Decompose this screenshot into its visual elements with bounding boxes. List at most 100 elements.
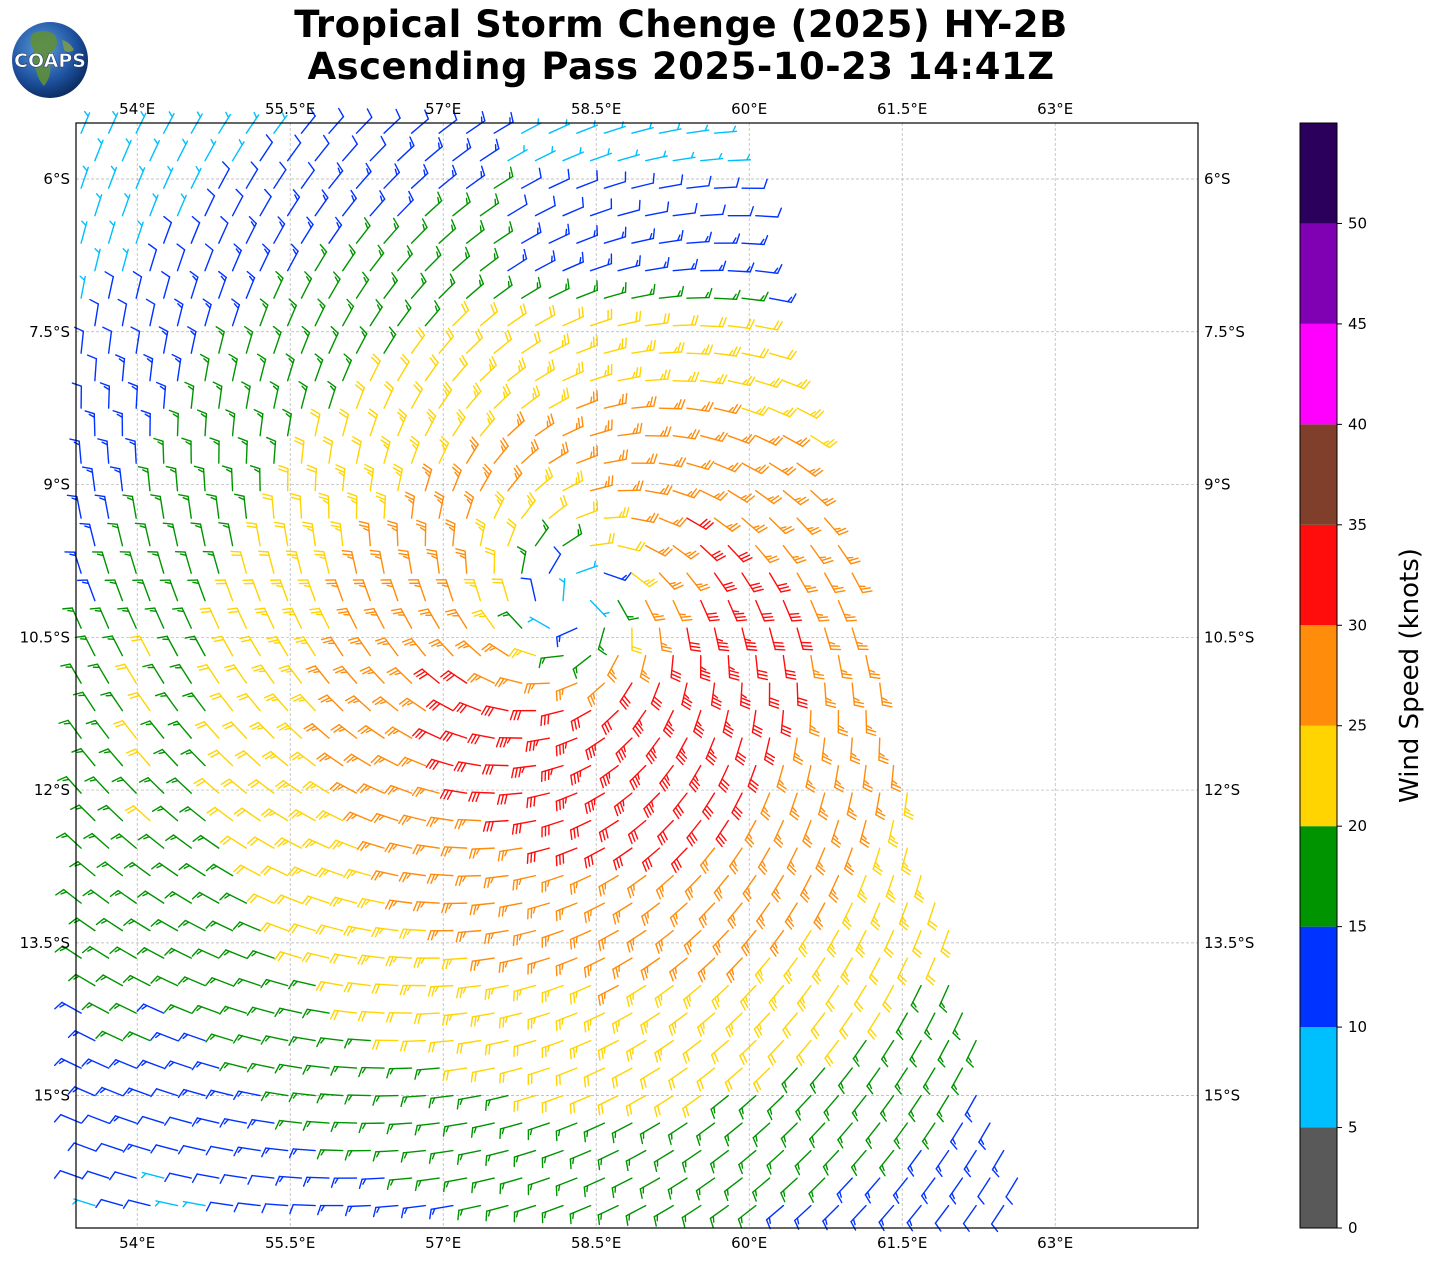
wind-barb (456, 1149, 482, 1166)
wind-barb (95, 917, 124, 932)
wind-barb (497, 847, 523, 862)
wind-barb (286, 189, 301, 217)
wind-barb (841, 902, 853, 931)
wind-barb (780, 1122, 798, 1148)
wind-barb (83, 832, 110, 849)
wind-barb (150, 1031, 179, 1042)
wind-barb (921, 1177, 936, 1205)
wind-barb (260, 978, 289, 989)
wind-barb (121, 193, 131, 217)
wind-barb (548, 387, 570, 409)
wind-barb (315, 924, 344, 935)
wind-barb (119, 551, 137, 574)
wind-barb (782, 599, 803, 622)
wind-barb (541, 819, 564, 838)
wind-barb (484, 1039, 509, 1056)
wind-barb (713, 572, 737, 592)
wind-barb (454, 818, 482, 830)
wind-barb (215, 326, 225, 354)
wind-barb (710, 1094, 729, 1119)
wind-barb (639, 654, 651, 683)
wind-barb (776, 764, 787, 793)
wind-barb (838, 1067, 853, 1095)
wind-barb (241, 381, 251, 409)
wind-barb (570, 709, 592, 732)
wind-barb (569, 1204, 592, 1225)
wind-barb (408, 579, 427, 602)
wind-barb (784, 902, 798, 930)
wind-barb (199, 607, 220, 629)
wind-barb (113, 720, 137, 739)
wind-barb (261, 750, 289, 767)
wind-barb (798, 929, 812, 958)
wind-barb (548, 441, 569, 464)
wind-barb (67, 1086, 96, 1097)
wind-barb (644, 599, 666, 622)
wind-barb (425, 758, 454, 770)
wind-barb (713, 346, 742, 357)
wind-barb (534, 195, 556, 217)
wind-barb (305, 665, 330, 684)
wind-barb (653, 1204, 674, 1227)
wind-barb (548, 223, 570, 244)
wind-barb (445, 519, 456, 547)
wind-barb (702, 792, 716, 820)
colorbar-segment (1300, 123, 1337, 224)
wind-barb (94, 193, 103, 217)
wind-barb (662, 709, 675, 738)
wind-barb (512, 929, 537, 947)
wind-barb (302, 780, 330, 794)
wind-barb (644, 150, 668, 162)
wind-barb (452, 300, 470, 327)
wind-barb (768, 293, 797, 304)
wind-barb (330, 521, 344, 547)
wind-barb (507, 303, 527, 327)
wind-barb (700, 152, 724, 162)
wind-barb (541, 1039, 564, 1059)
wind-barb (700, 544, 726, 562)
wind-barb (589, 599, 610, 618)
wind-barb (317, 694, 344, 712)
wind-barb (193, 777, 220, 794)
wind-barb (747, 764, 759, 793)
wind-barb (290, 693, 316, 712)
wind-barb (617, 480, 644, 492)
wind-barb (124, 805, 151, 822)
wind-barb (936, 1094, 950, 1123)
wind-barb (95, 1198, 124, 1209)
wind-barb (384, 784, 413, 795)
wind-barb (598, 819, 619, 843)
wind-barb (191, 1061, 220, 1071)
wind-barb (555, 682, 578, 702)
wind-barb (302, 521, 316, 547)
wind-barb (190, 111, 203, 134)
wind-barb (426, 816, 454, 828)
wind-barb (727, 489, 756, 503)
wind-barb (125, 437, 137, 464)
wind-barb (129, 635, 151, 657)
wind-barb (154, 692, 179, 712)
wind-barb (392, 463, 404, 492)
wind-barb (300, 107, 316, 134)
wind-barb (358, 520, 371, 547)
wind-barb (287, 866, 316, 877)
wind-barb (236, 692, 261, 712)
wind-barb (964, 1094, 977, 1123)
wind-barb (493, 437, 509, 464)
wind-barb (245, 161, 259, 189)
wind-barb (548, 494, 568, 519)
wind-barb (288, 1092, 316, 1103)
wind-barb (521, 222, 542, 244)
wind-barb (485, 1204, 509, 1222)
lon-tick-label-top: 61.5°E (877, 100, 927, 118)
wind-barb (795, 1039, 812, 1067)
wind-barb (329, 1009, 358, 1021)
wind-barb (712, 929, 729, 956)
wind-barb (924, 1012, 936, 1041)
wind-barb (286, 134, 302, 162)
colorbar-segment (1300, 1127, 1337, 1228)
lon-tick-label-bottom: 61.5°E (877, 1234, 927, 1252)
wind-barb (262, 493, 275, 519)
lat-tick-label-right: 7.5°S (1204, 323, 1245, 341)
wind-barb (313, 550, 330, 574)
